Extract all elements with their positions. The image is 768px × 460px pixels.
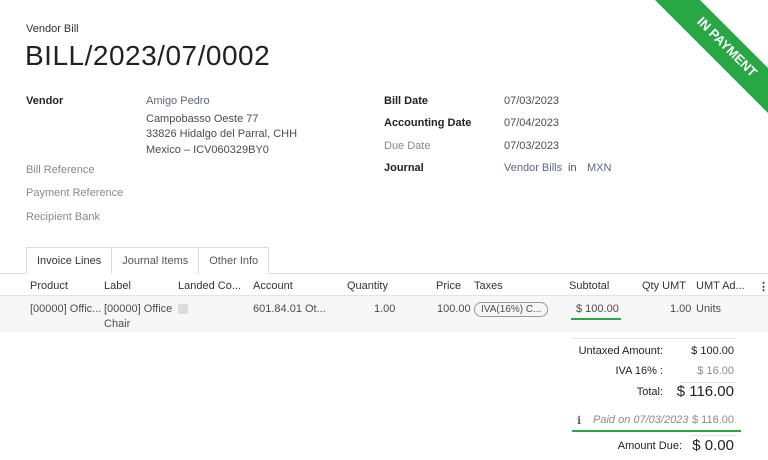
column-options-icon[interactable]: ⋮ bbox=[758, 281, 768, 293]
amount-due-label: Amount Due: bbox=[617, 440, 682, 452]
col-landed-costs[interactable]: Landed Co... bbox=[178, 280, 241, 292]
cell-quantity[interactable]: 1.00 bbox=[374, 303, 396, 315]
paid-on-label: Paid on 07/03/2023 bbox=[593, 414, 689, 426]
untaxed-label: Untaxed Amount: bbox=[578, 345, 663, 357]
col-label[interactable]: Label bbox=[104, 280, 131, 292]
recipient-bank-label[interactable]: Recipient Bank bbox=[26, 211, 100, 223]
paid-amount: $ 116.00 bbox=[691, 414, 734, 426]
col-taxes[interactable]: Taxes bbox=[474, 280, 503, 292]
cell-product[interactable]: [00000] Offic... bbox=[30, 303, 102, 315]
cell-price[interactable]: 100.00 bbox=[437, 303, 471, 315]
landed-costs-checkbox[interactable] bbox=[178, 304, 188, 314]
journal-currency[interactable]: MXN bbox=[587, 162, 612, 174]
cell-account[interactable]: 601.84.01 Ot... bbox=[253, 303, 326, 315]
cell-qty-umt[interactable]: 1.00 bbox=[670, 303, 692, 315]
iva-amount: $ 16.00 bbox=[697, 365, 734, 377]
vendor-address-1: Campobasso Oeste 77 bbox=[146, 113, 259, 125]
bill-reference-label[interactable]: Bill Reference bbox=[26, 164, 95, 176]
bill-date-label: Bill Date bbox=[384, 95, 429, 107]
table-row[interactable]: [00000] Offic... [00000] Office Chair 60… bbox=[0, 296, 768, 332]
due-date-value[interactable]: 07/03/2023 bbox=[504, 140, 560, 152]
page-title: BILL/2023/07/0002 bbox=[25, 40, 271, 71]
document-type: Vendor Bill bbox=[26, 23, 79, 35]
tab-journal-items[interactable]: Journal Items bbox=[111, 247, 200, 274]
payment-reference-label[interactable]: Payment Reference bbox=[26, 187, 124, 199]
accounting-date-label: Accounting Date bbox=[384, 117, 472, 129]
in-payment-ribbon: IN PAYMENT bbox=[655, 0, 768, 113]
subtotal-underline bbox=[571, 318, 621, 320]
table-header: Product Label Landed Co... Account Quant… bbox=[0, 274, 768, 296]
total-label: Total: bbox=[636, 386, 663, 398]
tab-invoice-lines[interactable]: Invoice Lines bbox=[26, 247, 113, 274]
notebook-tabs: Invoice Lines Journal Items Other Info bbox=[26, 247, 270, 274]
tax-tag[interactable]: IVA(16%) C... bbox=[474, 302, 549, 317]
cell-subtotal: $ 100.00 bbox=[576, 303, 619, 315]
journal-in: in bbox=[568, 162, 577, 174]
tabs-divider bbox=[0, 273, 768, 274]
col-umt-ad[interactable]: UMT Ad... bbox=[696, 280, 745, 292]
total-divider bbox=[680, 382, 736, 383]
total-amount: $ 116.00 bbox=[676, 383, 734, 400]
due-date-label: Due Date bbox=[384, 140, 431, 152]
col-quantity[interactable]: Quantity bbox=[347, 280, 388, 292]
col-product[interactable]: Product bbox=[30, 280, 68, 292]
vendor-label: Vendor bbox=[26, 95, 64, 107]
journal-label: Journal bbox=[384, 162, 424, 174]
cell-umt[interactable]: Units bbox=[696, 303, 722, 315]
iva-label: IVA 16% : bbox=[615, 365, 664, 377]
tab-other-info[interactable]: Other Info bbox=[198, 247, 270, 274]
untaxed-amount: $ 100.00 bbox=[691, 345, 734, 357]
col-subtotal[interactable]: Subtotal bbox=[569, 280, 610, 292]
info-icon[interactable]: ℹ bbox=[577, 415, 582, 427]
col-qty-umt[interactable]: Qty UMT bbox=[642, 280, 686, 292]
paid-underline bbox=[572, 430, 741, 432]
amount-due: $ 0.00 bbox=[692, 437, 734, 454]
vendor-name[interactable]: Amigo Pedro bbox=[146, 95, 210, 107]
due-divider bbox=[690, 435, 736, 436]
vendor-address-2: 33826 Hidalgo del Parral, CHH bbox=[146, 128, 298, 140]
journal-value[interactable]: Vendor Bills bbox=[504, 162, 563, 174]
accounting-date-value[interactable]: 07/04/2023 bbox=[504, 117, 560, 129]
cell-label-2[interactable]: Chair bbox=[104, 318, 131, 330]
totals-divider bbox=[572, 338, 736, 339]
vendor-address-3: Mexico – ICV060329BY0 bbox=[146, 144, 269, 156]
col-account[interactable]: Account bbox=[253, 280, 293, 292]
col-price[interactable]: Price bbox=[436, 280, 462, 292]
cell-label-1[interactable]: [00000] Office bbox=[104, 303, 173, 315]
bill-date-value[interactable]: 07/03/2023 bbox=[504, 95, 560, 107]
